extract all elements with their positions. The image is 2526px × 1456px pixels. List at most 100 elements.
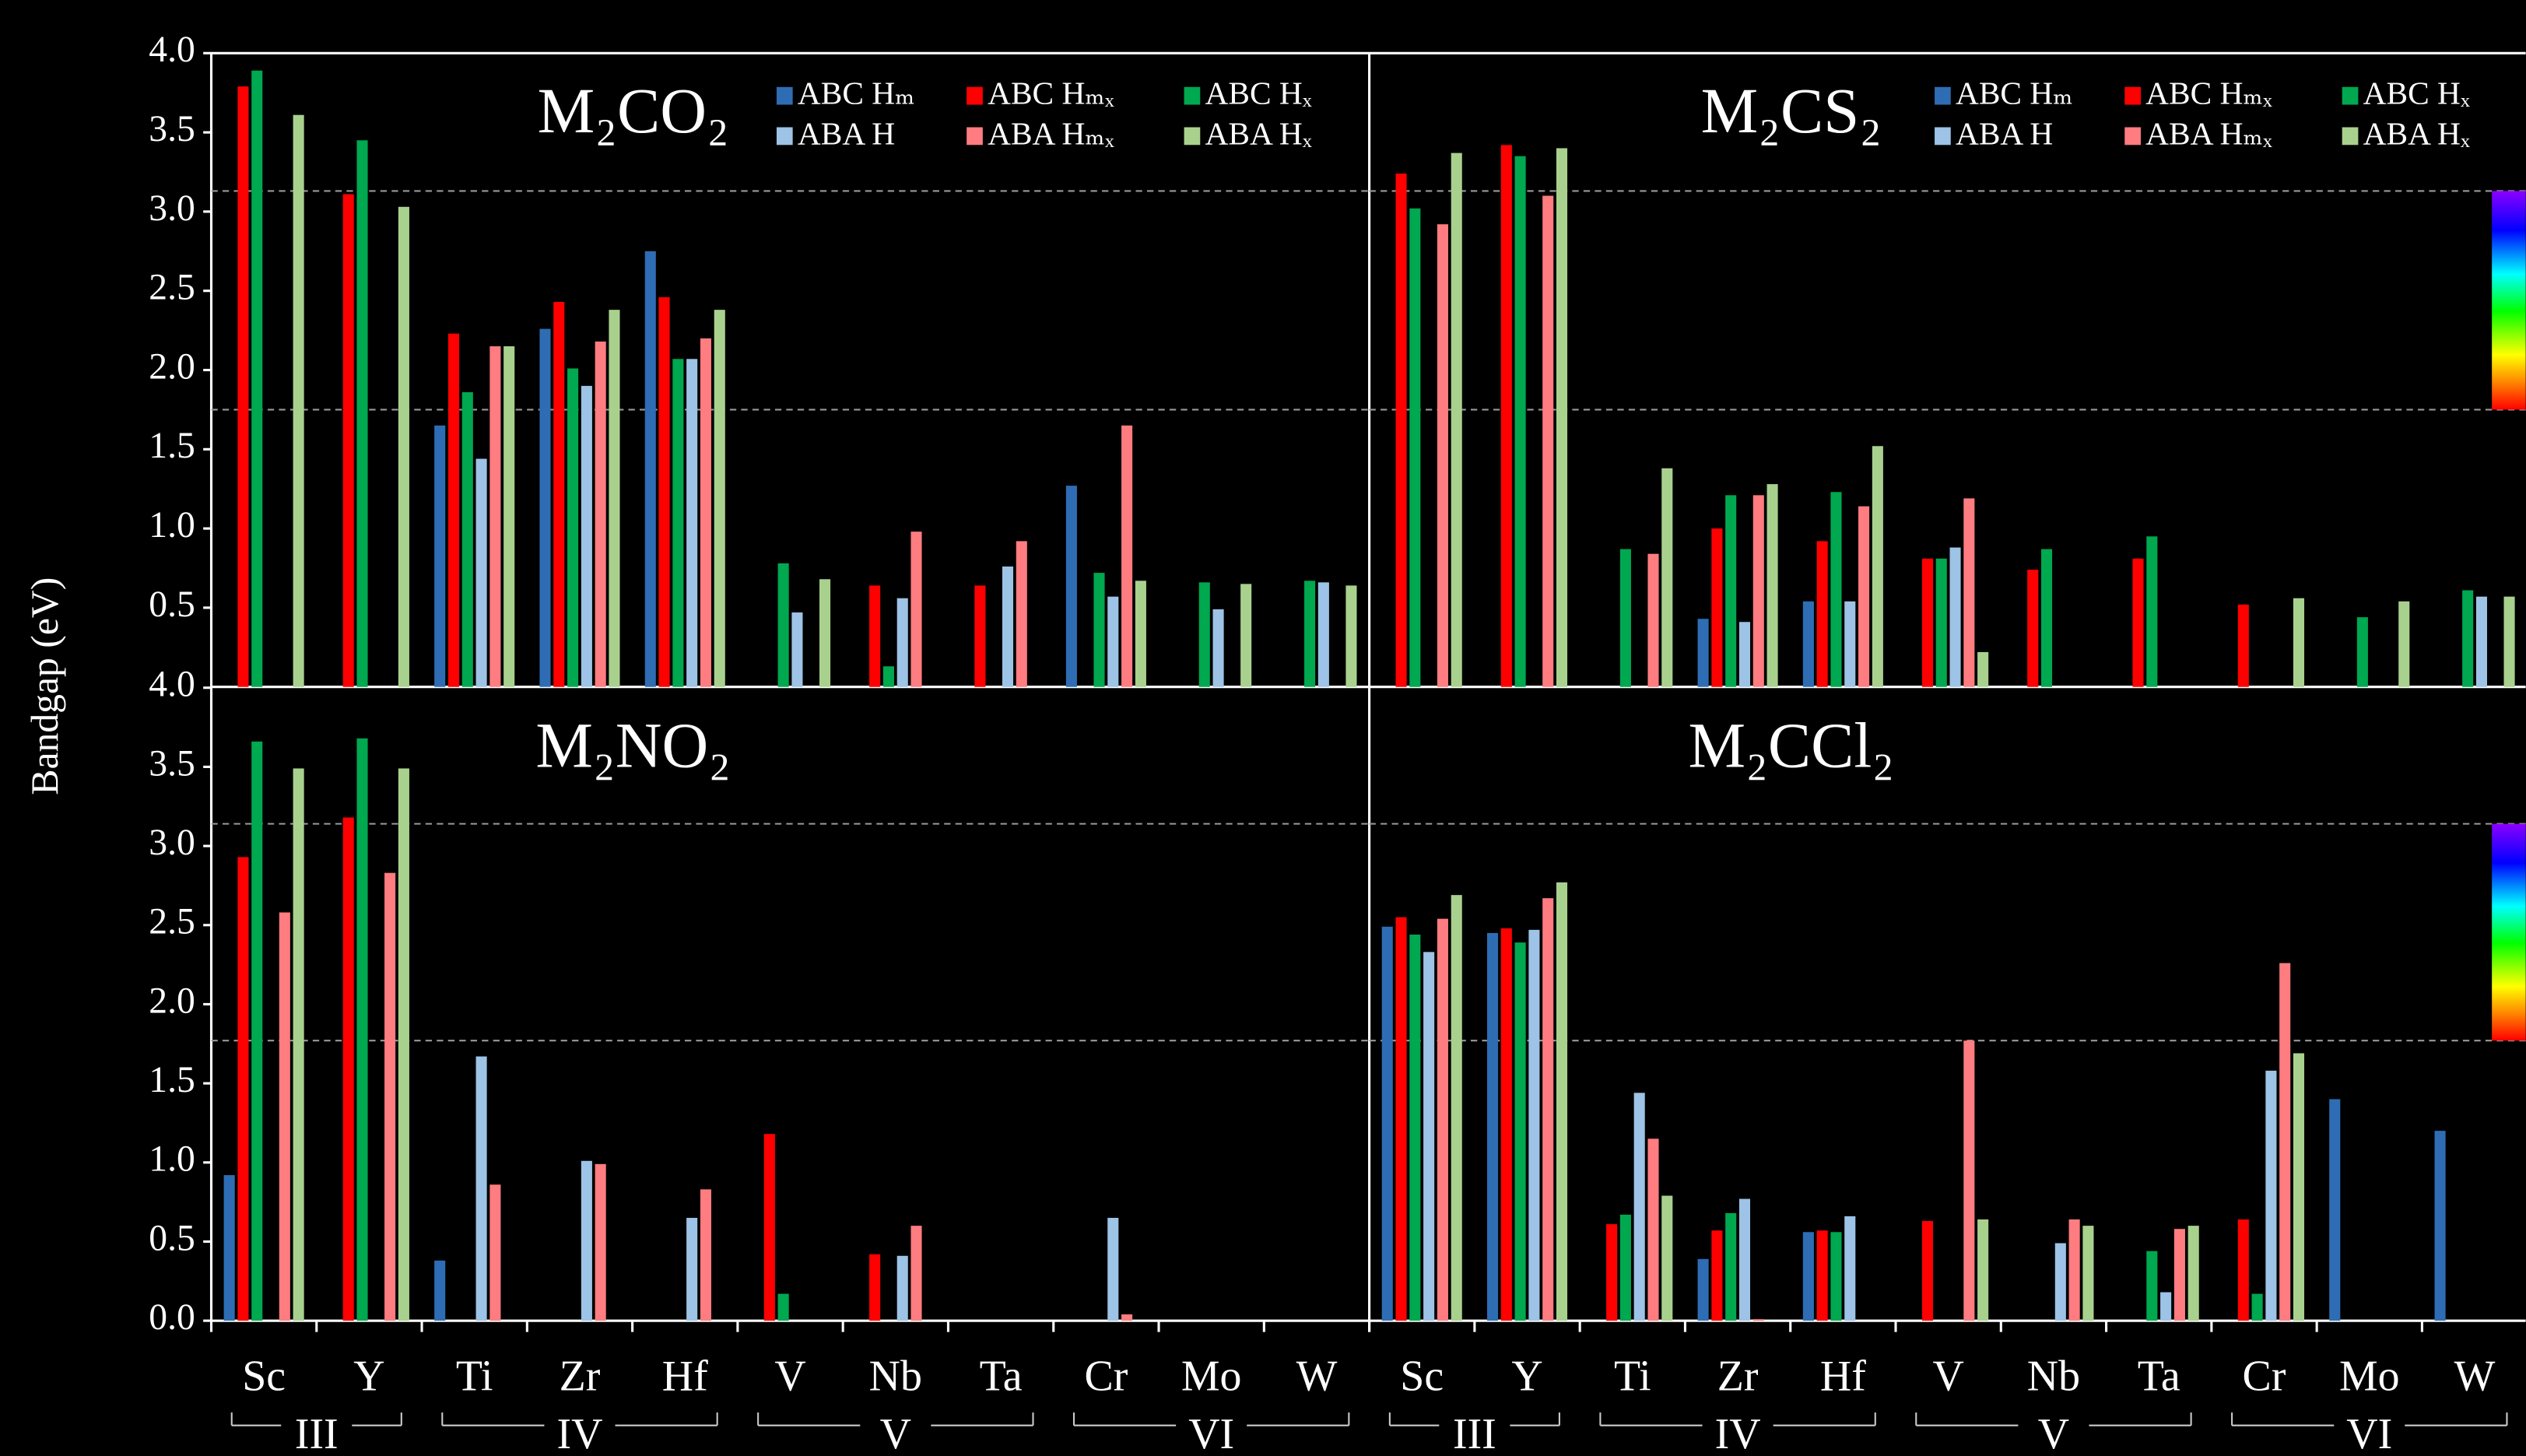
bar bbox=[1304, 581, 1316, 687]
bar bbox=[658, 296, 670, 687]
bar bbox=[434, 425, 446, 687]
legend-swatch bbox=[2342, 127, 2359, 146]
bar bbox=[1647, 1138, 1659, 1321]
bar bbox=[1661, 1195, 1673, 1321]
bar bbox=[1542, 898, 1554, 1321]
y-tick-label: 3.0 bbox=[149, 188, 195, 229]
bar bbox=[475, 458, 487, 687]
bar bbox=[293, 114, 304, 687]
x-tick-label: Y bbox=[1511, 1353, 1542, 1401]
bar bbox=[2293, 1053, 2305, 1321]
bar bbox=[2434, 1131, 2446, 1321]
bar bbox=[1437, 918, 1448, 1321]
legend-swatch bbox=[776, 86, 793, 105]
legend-label: ABA H bbox=[798, 115, 895, 151]
y-tick-label: 3.0 bbox=[149, 823, 195, 863]
bar bbox=[1121, 1314, 1133, 1321]
bar bbox=[1451, 153, 1462, 687]
bar bbox=[223, 1175, 235, 1321]
bar bbox=[2503, 596, 2515, 687]
bar bbox=[567, 368, 579, 687]
legend-swatch bbox=[1935, 127, 1951, 146]
x-tick-label: Ta bbox=[980, 1353, 1023, 1401]
y-tick-label: 2.0 bbox=[149, 981, 195, 1021]
bar bbox=[2132, 558, 2144, 687]
x-tick-label: W bbox=[2454, 1353, 2496, 1401]
bar bbox=[398, 206, 409, 687]
legend-swatch bbox=[2124, 86, 2141, 105]
bar bbox=[869, 585, 881, 687]
x-tick-label: Mo bbox=[2339, 1353, 2400, 1401]
bar bbox=[1451, 895, 1462, 1321]
bar bbox=[686, 1217, 698, 1321]
legend-swatch bbox=[1935, 86, 1951, 105]
bar bbox=[1830, 492, 1842, 687]
legend-label: ABA Hₓ bbox=[1205, 115, 1311, 151]
bar bbox=[293, 768, 304, 1321]
bar bbox=[882, 666, 894, 687]
bar bbox=[1921, 558, 1933, 687]
bar bbox=[1977, 651, 1989, 687]
bar bbox=[1697, 619, 1709, 687]
x-tick-label: Hf bbox=[662, 1353, 708, 1401]
legend-label: ABA Hₘₓ bbox=[2145, 115, 2272, 151]
bar bbox=[384, 872, 396, 1321]
legend-swatch bbox=[776, 127, 793, 146]
y-tick-label: 1.0 bbox=[149, 1139, 195, 1180]
bar bbox=[1935, 558, 1947, 687]
bar bbox=[1606, 1224, 1618, 1321]
bar bbox=[1963, 498, 1975, 687]
bar bbox=[2237, 1219, 2249, 1321]
x-tick-label: V bbox=[774, 1353, 805, 1401]
bar bbox=[714, 310, 725, 687]
bar bbox=[2356, 617, 2368, 687]
bar bbox=[2398, 601, 2410, 687]
bar bbox=[1830, 1232, 1842, 1321]
bar bbox=[1317, 582, 1329, 687]
bar bbox=[1725, 495, 1737, 687]
bar bbox=[1409, 934, 1421, 1321]
bar bbox=[700, 1189, 711, 1321]
bar bbox=[447, 333, 460, 687]
bar bbox=[1977, 1219, 1989, 1321]
group-label: V bbox=[880, 1410, 911, 1456]
bar bbox=[1002, 566, 1014, 687]
bar bbox=[1437, 224, 1448, 687]
bar bbox=[1766, 484, 1778, 687]
x-tick-label: Nb bbox=[869, 1353, 922, 1401]
y-tick-label: 1.5 bbox=[149, 1060, 195, 1100]
legend-label: ABC Hₓ bbox=[2363, 75, 2470, 111]
bar bbox=[2462, 590, 2474, 687]
bar bbox=[1858, 506, 1870, 687]
bar bbox=[819, 579, 831, 687]
bar bbox=[342, 194, 354, 687]
bar bbox=[910, 1226, 922, 1321]
bar bbox=[489, 1184, 501, 1321]
bar bbox=[1542, 195, 1554, 687]
legend-label: ABA Hₓ bbox=[2363, 115, 2470, 151]
bar bbox=[791, 612, 803, 687]
bar bbox=[2251, 1293, 2263, 1321]
bar bbox=[1844, 601, 1856, 687]
bar bbox=[1107, 596, 1119, 687]
y-tick-label: 4.0 bbox=[149, 665, 195, 705]
bar bbox=[1345, 585, 1357, 687]
bar bbox=[279, 912, 290, 1321]
bar bbox=[2027, 570, 2039, 687]
bar bbox=[2293, 598, 2305, 687]
y-tick-label: 3.5 bbox=[149, 743, 195, 784]
bar bbox=[398, 768, 409, 1321]
bar bbox=[237, 857, 249, 1321]
x-tick-label: W bbox=[1296, 1353, 1338, 1401]
bar bbox=[1816, 541, 1828, 687]
bar bbox=[672, 359, 684, 687]
x-tick-label: Hf bbox=[1820, 1353, 1866, 1401]
bar bbox=[2475, 596, 2488, 687]
bar bbox=[609, 310, 620, 687]
legend-swatch bbox=[967, 86, 983, 105]
bar bbox=[2146, 536, 2158, 687]
bar bbox=[2265, 1070, 2277, 1321]
y-tick-label: 2.0 bbox=[149, 346, 195, 387]
bar bbox=[2237, 604, 2249, 687]
